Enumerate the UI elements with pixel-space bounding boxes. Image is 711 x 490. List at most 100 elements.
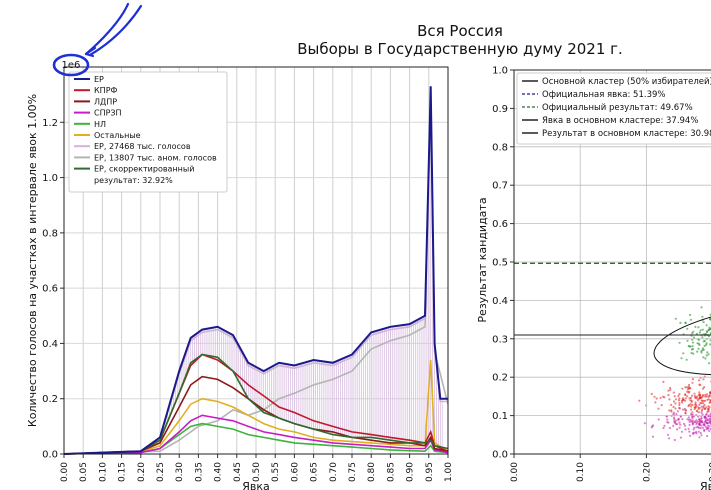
scatter-point [687, 345, 690, 348]
scatter-point [666, 421, 669, 424]
scatter-point [650, 392, 653, 396]
scatter-point [678, 402, 681, 405]
series-line [63, 108, 449, 455]
x-tick-label: 0.50 [252, 462, 262, 482]
hand-drawn-annotation [52, 2, 143, 77]
y-tick-label: 0.0 [492, 450, 508, 461]
legend-label: Официальный результат: 49.67% [542, 103, 693, 113]
scatter-point [697, 430, 700, 433]
scatter-point [705, 406, 708, 409]
scatter-point [700, 424, 703, 427]
scatter-point [708, 429, 711, 432]
scatter-point [699, 427, 702, 430]
scatter-point [688, 423, 691, 427]
legend-label: ЛДПР [94, 97, 117, 106]
scatter-point [674, 407, 677, 410]
y-axis-label: Результат кандидата [476, 197, 489, 322]
scatter-point [694, 403, 697, 406]
legend-label: Основной кластер (50% избирателей) [542, 77, 711, 87]
scatter-point [695, 396, 698, 399]
scatter-point [677, 394, 680, 398]
scatter-point [704, 399, 707, 402]
main-cluster-ellipse [653, 302, 711, 376]
scatter-point [687, 387, 690, 390]
scatter-point [681, 418, 684, 421]
x-tick-label: 0.20 [137, 462, 147, 482]
scatter-point [704, 393, 707, 396]
scatter-point [666, 418, 669, 421]
legend-label: СПРЗП [94, 109, 122, 118]
scatter-point [681, 398, 684, 402]
scatter-point [684, 428, 687, 431]
x-axis-label: Явка [242, 480, 270, 490]
x-tick-label: 0.15 [118, 462, 128, 482]
scatter-point [705, 324, 708, 327]
legend-label: ЕР, 27468 тыс. голосов [94, 142, 191, 151]
scatter-point [701, 328, 704, 331]
scatter-point [697, 407, 700, 411]
scatter-point [653, 395, 656, 398]
x-tick-label: 0.60 [290, 462, 300, 482]
x-tick-label: 0.30 [709, 462, 711, 482]
scatter-point [673, 438, 676, 442]
y-tick-label: 0.7 [492, 181, 508, 192]
scatter-point [691, 332, 694, 335]
scatter-point [693, 407, 696, 411]
scatter-point [707, 405, 710, 408]
scatter-point [703, 403, 706, 407]
y-tick-label: 0.6 [492, 219, 508, 230]
scatter-point [674, 421, 677, 424]
scatter-point [700, 419, 704, 423]
x-tick-label: 0.95 [425, 462, 435, 482]
scatter-point [698, 418, 701, 421]
scatter-point [703, 429, 706, 432]
scatter-point [683, 424, 687, 427]
scatter-point [677, 399, 681, 402]
x-tick-label: 0.80 [367, 462, 377, 482]
scatter-point [678, 407, 681, 410]
y-tick-label: 0.2 [492, 373, 508, 384]
scatter-point [655, 397, 658, 400]
scatter-point [700, 306, 703, 309]
series-line [63, 86, 448, 455]
scatter-point [681, 387, 684, 390]
scatter-point [708, 362, 711, 365]
y-tick-label: 0.4 [492, 296, 508, 307]
x-tick-label: 0.55 [271, 462, 281, 482]
scatter-point [705, 422, 708, 425]
scatter-point [693, 392, 696, 395]
legend-label: ЕР [94, 75, 104, 84]
y-tick-label: 0.9 [492, 104, 508, 115]
legend-label: ЕР, 13807 тыс. аном. голосов [94, 153, 217, 162]
scatter-point [690, 351, 693, 355]
scatter-point [689, 418, 692, 421]
scatter-point [692, 336, 696, 339]
scatter-point [680, 430, 684, 433]
x-tick-label: 0.65 [310, 462, 320, 482]
x-tick-label: 0.40 [214, 462, 224, 482]
x-tick-label: 0.10 [98, 462, 108, 482]
scatter-point [707, 424, 710, 427]
scatter-point [705, 428, 708, 431]
scatter-point [697, 379, 701, 382]
y-tick-label: 0.6 [42, 284, 58, 295]
scatter-point [685, 358, 688, 361]
scatter-point [686, 395, 689, 398]
scatter-point [691, 381, 694, 384]
scatter-point [705, 393, 709, 396]
scatter-point [669, 388, 672, 391]
y-tick-label: 0.3 [492, 334, 508, 345]
scatter-point [676, 428, 679, 431]
scatter-point [678, 393, 681, 396]
x-tick-label: 0.75 [348, 462, 358, 482]
scatter-point [696, 350, 699, 353]
legend-label: Официальная явка: 51.39% [542, 90, 665, 100]
scatter-point [678, 397, 681, 400]
scatter-point [666, 433, 670, 436]
scatter-point [668, 409, 671, 412]
scatter-point [702, 378, 705, 381]
scatter-point [704, 357, 707, 360]
scatter-point [696, 420, 699, 423]
scatter-point [705, 343, 708, 346]
scatter-point [692, 431, 695, 434]
